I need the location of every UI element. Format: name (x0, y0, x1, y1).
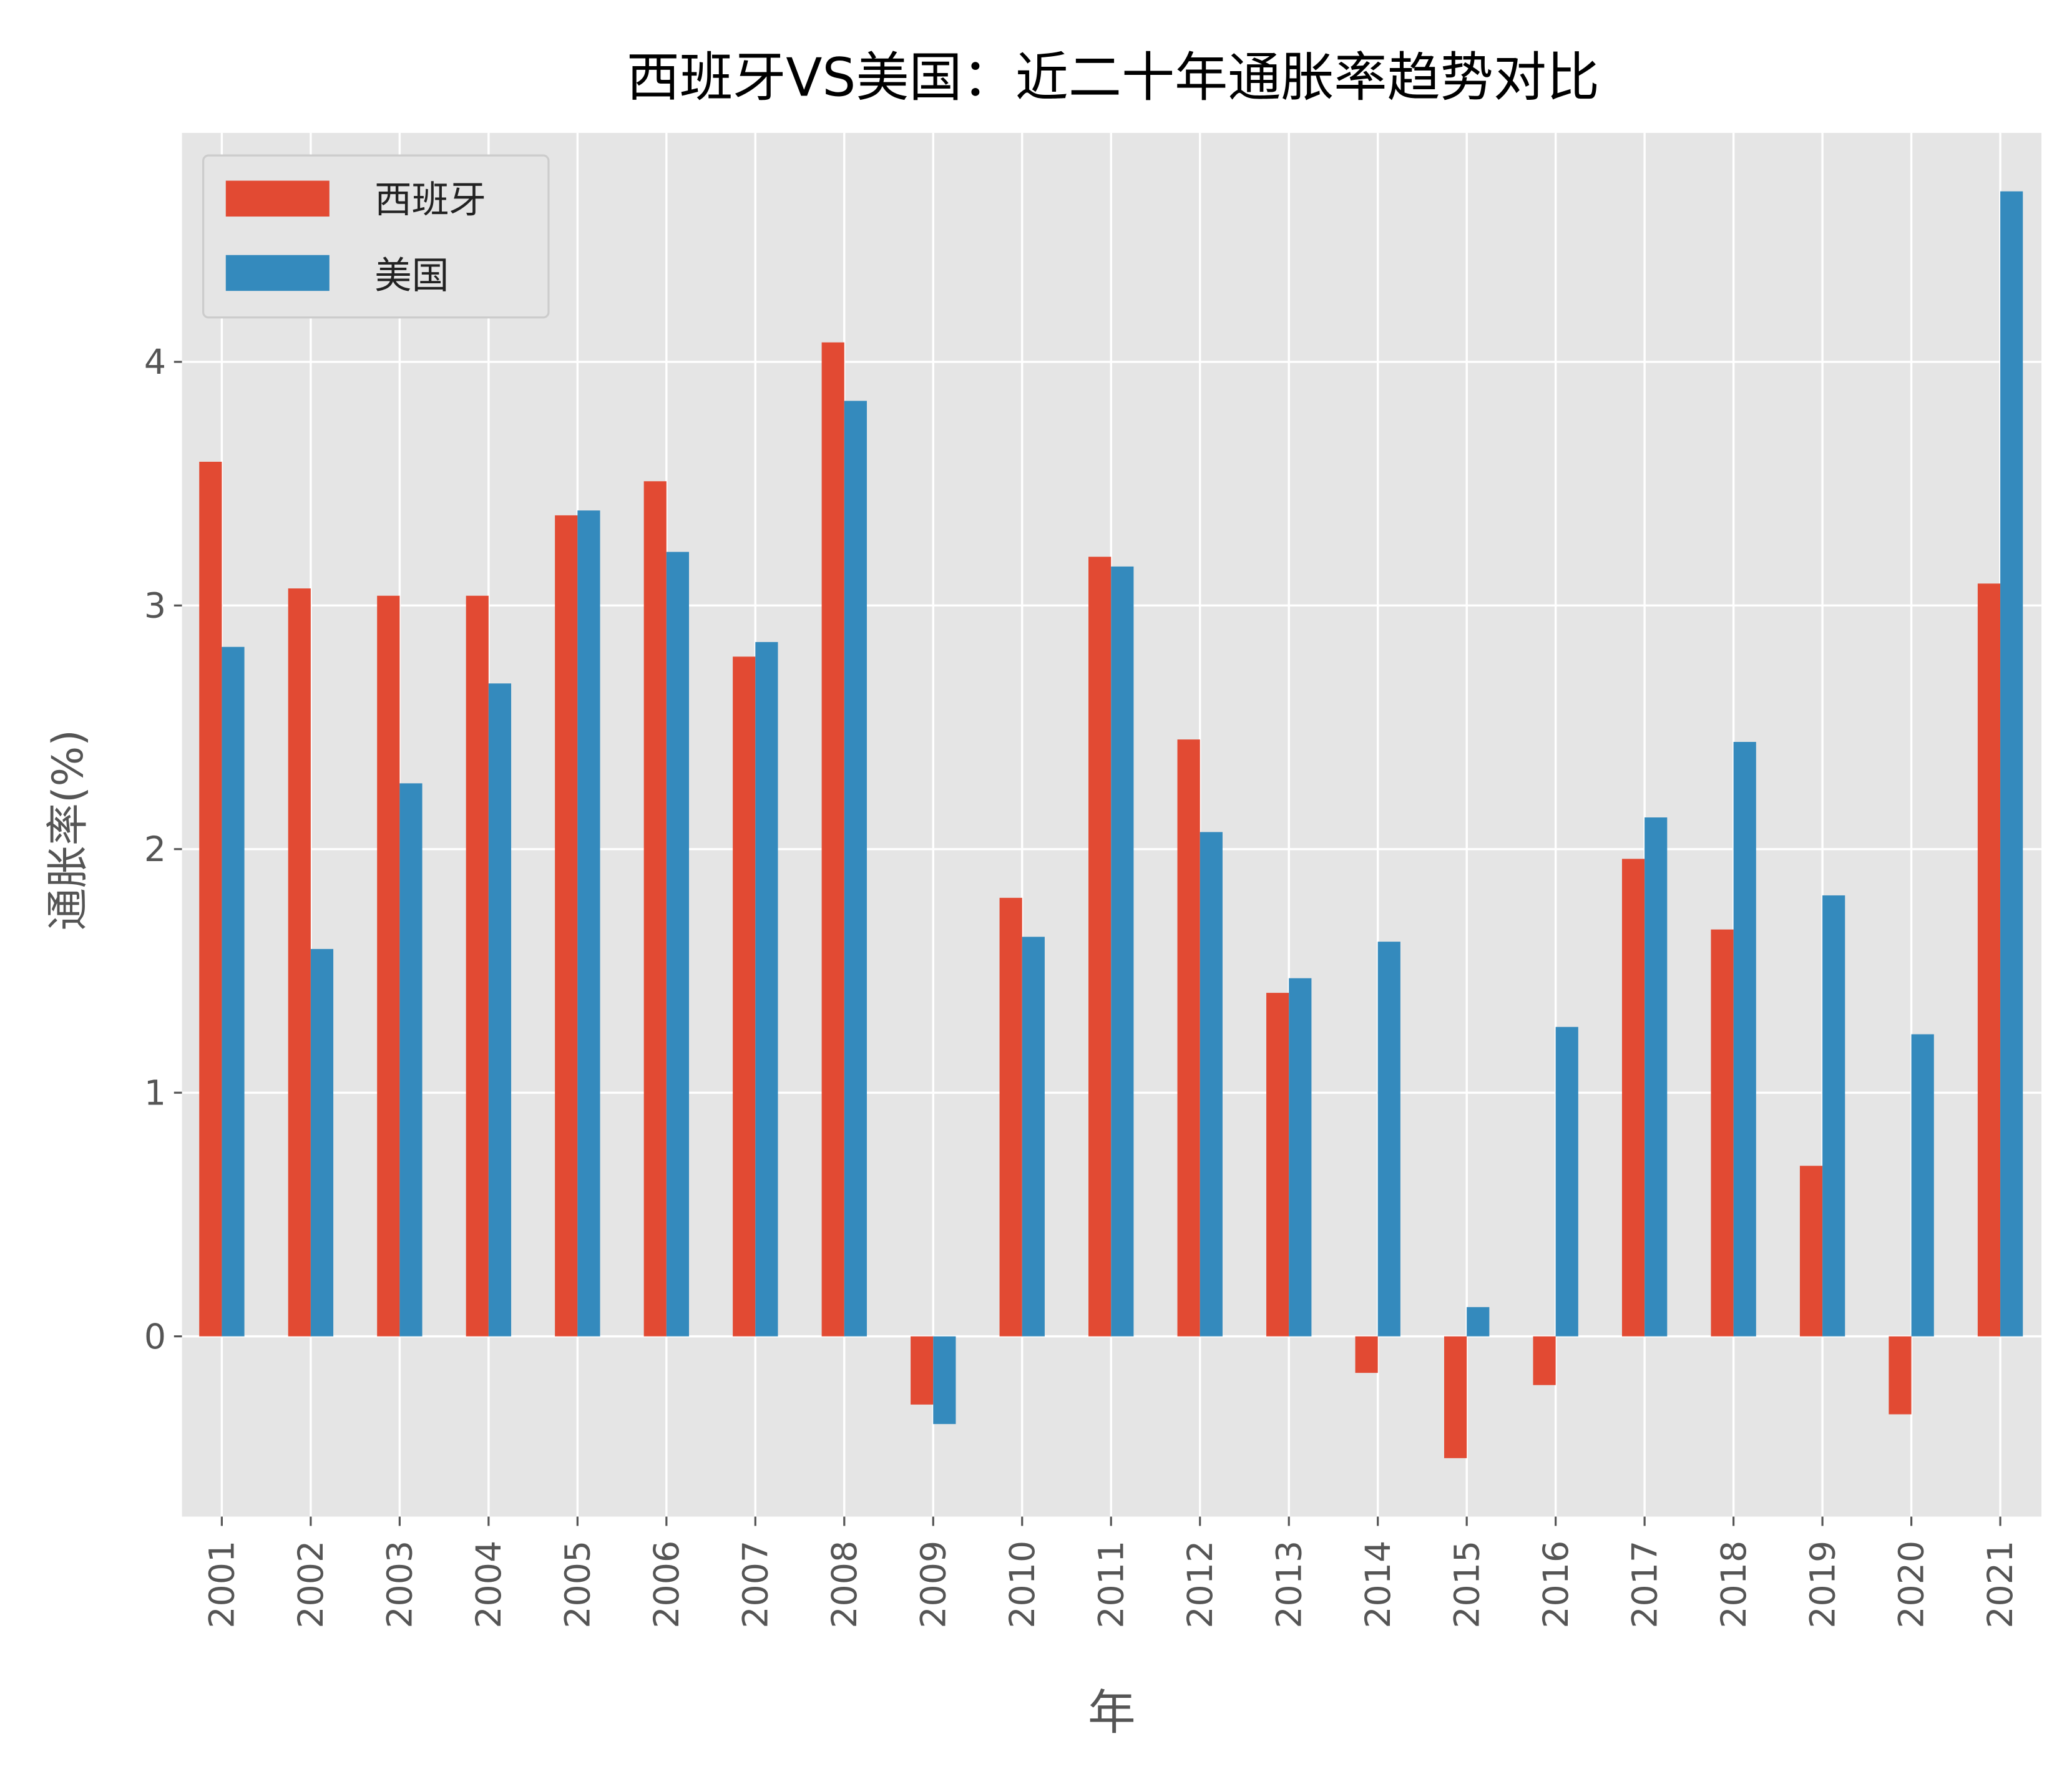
bar-spain-2001 (199, 462, 222, 1337)
bar-spain-2020 (1889, 1336, 1912, 1415)
bar-spain-2021 (1977, 583, 2001, 1337)
x-tick-label: 2004 (469, 1541, 509, 1629)
bar-us-2017 (1644, 817, 1668, 1337)
bars (199, 191, 2023, 1458)
x-tick-label: 2014 (1359, 1541, 1399, 1629)
bar-spain-2015 (1444, 1336, 1467, 1458)
bar-us-2020 (1911, 1034, 1934, 1337)
x-tick-label: 2013 (1269, 1541, 1309, 1629)
bar-us-2004 (488, 683, 512, 1337)
bar-us-2001 (222, 646, 245, 1337)
x-tick-label: 2020 (1892, 1541, 1932, 1629)
bar-spain-2002 (288, 588, 311, 1337)
bar-spain-2004 (466, 595, 489, 1337)
x-tick-label: 2007 (736, 1541, 776, 1629)
x-ticks: 2001 2002 2003 2004 2005 2006 2007 2008 2009 2010… (203, 1516, 2021, 1629)
x-tick-label: 2006 (647, 1541, 687, 1629)
bar-us-2002 (310, 948, 334, 1337)
x-tick-label: 2001 (203, 1541, 243, 1629)
bar-us-2011 (1111, 566, 1134, 1337)
bar-us-2018 (1733, 741, 1756, 1337)
bar-spain-2013 (1266, 993, 1289, 1337)
bar-spain-2011 (1088, 557, 1112, 1337)
legend-swatch-spain (225, 180, 330, 217)
x-tick-label: 2012 (1181, 1541, 1221, 1629)
y-axis-label: 通胀率(%) (44, 729, 93, 930)
y-tick-label: 2 (144, 830, 166, 870)
bar-us-2003 (399, 783, 423, 1337)
x-tick-label: 2010 (1003, 1541, 1043, 1629)
bar-us-2016 (1555, 1026, 1578, 1337)
bar-spain-2009 (911, 1336, 934, 1405)
bar-spain-2003 (377, 595, 400, 1337)
bar-us-2013 (1289, 978, 1312, 1337)
bar-us-2005 (577, 510, 600, 1337)
bar-spain-2019 (1799, 1166, 1823, 1337)
x-tick-label: 2015 (1447, 1541, 1487, 1629)
y-ticks: 0 1 2 3 4 (144, 343, 182, 1357)
x-tick-label: 2009 (914, 1541, 954, 1629)
legend-label-us: 美国 (374, 255, 449, 298)
x-tick-label: 2011 (1092, 1541, 1131, 1629)
bar-spain-2018 (1711, 929, 1734, 1337)
chart-title: 西班牙VS美国：近二十年通胀率趋势对比 (627, 47, 1600, 109)
x-tick-label: 2002 (291, 1541, 331, 1629)
y-tick-label: 1 (144, 1073, 166, 1113)
bar-spain-2014 (1355, 1336, 1378, 1373)
bar-spain-2016 (1533, 1336, 1556, 1385)
bar-us-2014 (1377, 942, 1400, 1337)
x-tick-label: 2008 (825, 1541, 865, 1629)
x-tick-label: 2018 (1714, 1541, 1754, 1629)
bar-us-2007 (755, 641, 778, 1337)
bar-spain-2017 (1621, 859, 1645, 1337)
legend: 西班牙 美国 (202, 154, 550, 319)
x-tick-label: 2005 (558, 1541, 598, 1629)
bar-us-2009 (933, 1336, 956, 1425)
bar-spain-2006 (643, 481, 667, 1337)
x-tick-label: 2003 (381, 1541, 421, 1629)
x-axis-label: 年 (1088, 1685, 1136, 1741)
x-tick-label: 2021 (1981, 1541, 2021, 1629)
y-tick-label: 3 (144, 587, 166, 626)
bar-us-2006 (666, 552, 690, 1337)
legend-swatch-us (225, 255, 330, 291)
bar-us-2015 (1467, 1307, 1490, 1337)
bar-spain-2008 (821, 342, 844, 1337)
x-tick-label: 2016 (1537, 1541, 1576, 1629)
bar-us-2019 (1822, 895, 1845, 1337)
legend-label-spain: 西班牙 (374, 179, 486, 222)
bar-us-2021 (2000, 191, 2023, 1337)
bar-us-2010 (1022, 937, 1045, 1337)
y-tick-label: 4 (144, 343, 166, 383)
x-tick-label: 2017 (1625, 1541, 1665, 1629)
x-tick-label: 2019 (1803, 1541, 1843, 1629)
bar-spain-2010 (999, 897, 1022, 1337)
bar-us-2012 (1200, 832, 1223, 1337)
bar-spain-2007 (733, 656, 756, 1337)
y-tick-label: 0 (144, 1317, 166, 1357)
bar-spain-2012 (1177, 739, 1200, 1337)
bar-us-2008 (844, 401, 867, 1337)
bar-spain-2005 (555, 515, 578, 1337)
